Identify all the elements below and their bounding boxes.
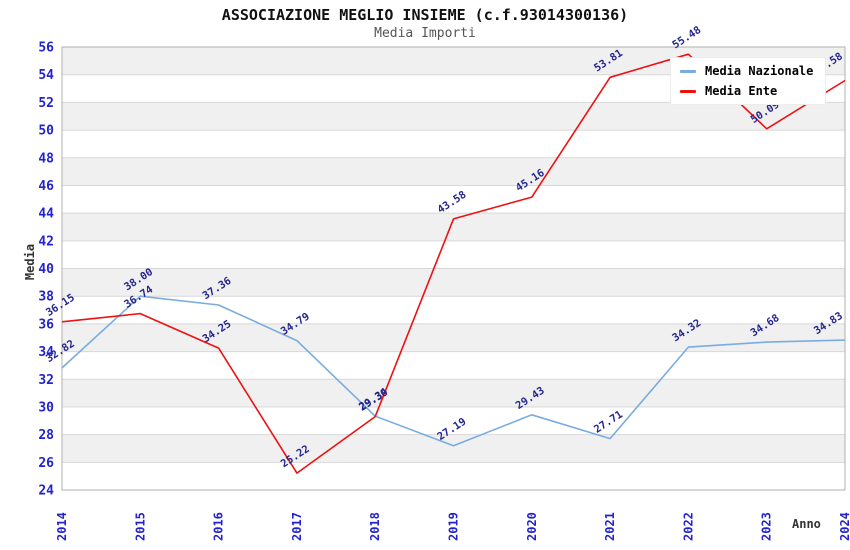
legend-label-media-nazionale: Media Nazionale xyxy=(705,64,814,78)
x-tick-label: 2014 xyxy=(55,512,69,541)
y-tick-label: 44 xyxy=(38,207,54,222)
x-tick-label: 2015 xyxy=(133,512,147,541)
y-tick-label: 40 xyxy=(38,262,54,277)
y-tick-label: 38 xyxy=(38,290,54,305)
grid-band xyxy=(62,268,845,297)
plot-border xyxy=(61,46,846,491)
point-label: 43.58 xyxy=(435,189,468,216)
series-line-media-nazionale xyxy=(61,295,846,447)
x-tick-label: 2019 xyxy=(447,512,461,541)
x-tick-label: 2020 xyxy=(525,512,539,541)
y-tick-label: 34 xyxy=(38,345,54,360)
grid-band xyxy=(62,434,845,463)
x-tick-label: 2018 xyxy=(368,512,382,541)
x-tick-label: 2016 xyxy=(212,512,226,541)
legend-item-media-ente: Media Ente xyxy=(680,84,813,98)
y-tick-label: 52 xyxy=(38,96,54,111)
x-tick-label: 2022 xyxy=(681,512,695,541)
x-tick-label: 2021 xyxy=(603,512,617,541)
legend-swatch-media-ente xyxy=(680,89,696,93)
y-tick-label: 28 xyxy=(38,428,54,443)
x-tick-label: 2023 xyxy=(760,512,774,541)
x-axis-title: Anno xyxy=(792,517,821,531)
legend: Media Nazionale Media Ente xyxy=(670,57,827,105)
chart-title: ASSOCIAZIONE MEGLIO INSIEME (c.f.9301430… xyxy=(221,6,629,24)
grid-band xyxy=(62,102,845,131)
chart-subtitle: Media Importi xyxy=(374,26,476,41)
y-tick-label: 42 xyxy=(38,234,54,249)
grid-band xyxy=(62,323,845,352)
x-tick-label: 2017 xyxy=(290,512,304,541)
y-tick-label: 50 xyxy=(38,124,54,139)
grid-band xyxy=(62,379,845,407)
y-tick-label: 56 xyxy=(38,41,54,56)
point-label: 27.71 xyxy=(592,408,625,435)
x-tick-label: 2024 xyxy=(838,512,850,541)
legend-label-media-ente: Media Ente xyxy=(705,84,778,98)
y-tick-label: 54 xyxy=(38,68,54,83)
grid-band xyxy=(62,157,845,186)
y-tick-label: 48 xyxy=(38,151,54,166)
grid-band xyxy=(62,213,845,241)
legend-swatch-media-nazionale xyxy=(680,69,696,73)
legend-item-media-nazionale: Media Nazionale xyxy=(680,64,813,78)
y-tick-label: 36 xyxy=(38,317,54,332)
y-tick-label: 32 xyxy=(38,373,54,388)
y-axis-title: Media xyxy=(23,243,37,281)
y-tick-label: 24 xyxy=(38,484,54,499)
y-tick-label: 30 xyxy=(38,400,54,415)
y-tick-label: 26 xyxy=(38,456,54,471)
y-tick-label: 46 xyxy=(38,179,54,194)
